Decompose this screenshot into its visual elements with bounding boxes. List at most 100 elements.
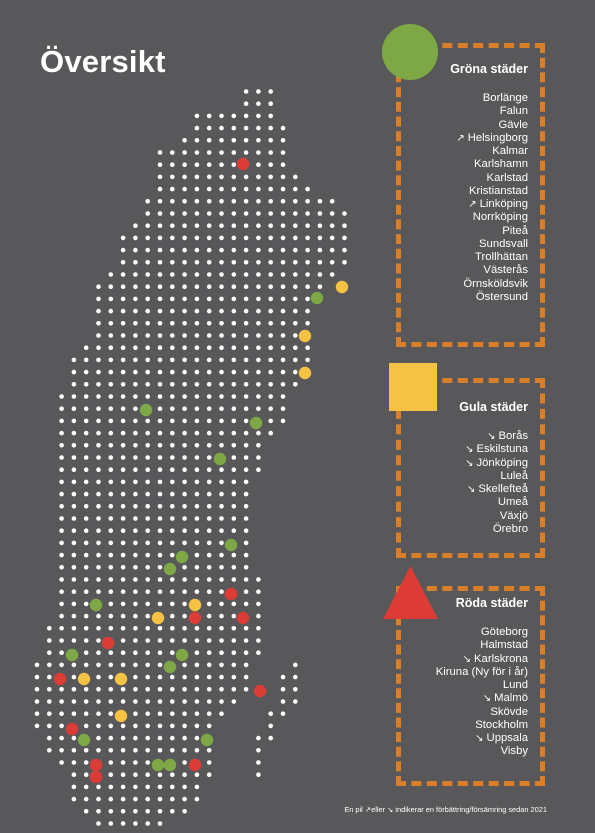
map-dot: [206, 247, 212, 253]
map-dot: [59, 626, 64, 631]
map-dot: [83, 638, 89, 643]
map-dot: [194, 138, 200, 143]
city-marker-green: [163, 758, 177, 772]
map-dot: [219, 345, 224, 351]
map-dot: [145, 504, 150, 509]
map-dot: [280, 235, 286, 241]
map-dot: [305, 296, 310, 302]
map-dot: [71, 491, 77, 497]
map-dot: [182, 687, 187, 692]
map-dot: [133, 369, 138, 375]
map-dot: [206, 382, 212, 387]
map-dot: [293, 260, 298, 265]
map-dot: [83, 504, 89, 509]
map-dot: [256, 247, 261, 253]
map-dot: [268, 321, 274, 326]
map-dot: [157, 674, 163, 680]
map-dot: [120, 528, 126, 533]
city-name: Örebro: [492, 522, 528, 535]
map-dot: [83, 455, 89, 460]
map-dot: [120, 394, 126, 399]
map-dot: [145, 333, 150, 338]
map-dot: [231, 638, 237, 643]
city-name: Linköping: [479, 198, 528, 210]
map-dot: [59, 565, 64, 570]
city-name: Kalmar: [492, 145, 528, 157]
map-dot: [145, 650, 150, 655]
map-dot: [157, 772, 163, 777]
map-dot: [268, 89, 274, 94]
map-dot: [231, 235, 237, 241]
map-dot: [305, 211, 310, 216]
map-dot: [243, 211, 249, 216]
map-dot: [219, 333, 224, 338]
map-dot: [145, 296, 150, 302]
map-dot: [145, 626, 150, 631]
map-dot: [157, 809, 163, 814]
map-dot: [157, 455, 163, 460]
map-dot: [145, 418, 150, 424]
map-dot: [206, 418, 212, 424]
map-dot: [108, 711, 114, 716]
map-dot: [145, 247, 150, 253]
map-dot: [329, 211, 335, 216]
map-dot: [219, 247, 224, 253]
map-dot: [96, 821, 101, 826]
city-item: Sundsvall: [450, 238, 528, 251]
map-dot: [83, 516, 89, 521]
map-dot: [96, 467, 101, 473]
map-dot: [120, 662, 126, 668]
map-dot: [293, 662, 298, 668]
map-dot: [170, 272, 175, 277]
map-dot: [71, 699, 77, 704]
map-dot: [145, 284, 150, 290]
map-dot: [256, 125, 261, 131]
map-dot: [329, 223, 335, 228]
city-name: Halmstad: [480, 639, 528, 652]
city-item: Piteå: [450, 225, 528, 238]
map-dot: [256, 760, 261, 765]
map-dot: [133, 540, 138, 546]
city-item: Trollhättan: [450, 251, 528, 264]
map-dot: [59, 577, 64, 582]
map-dot: [182, 308, 187, 314]
map-dot: [133, 357, 138, 363]
map-dot: [243, 504, 249, 509]
map-dot: [96, 308, 101, 314]
map-dot: [256, 162, 261, 167]
map-dot: [317, 272, 323, 277]
map-dot: [280, 357, 286, 363]
map-dot: [342, 223, 347, 228]
map-dot: [133, 662, 138, 668]
map-dot: [96, 809, 101, 814]
map-dot: [206, 687, 212, 692]
map-dot: [71, 565, 77, 570]
map-dot: [256, 430, 261, 436]
map-dot: [59, 723, 64, 729]
map-dot: [194, 284, 200, 290]
map-dot: [120, 552, 126, 558]
map-dot: [243, 406, 249, 412]
map-dot: [157, 711, 163, 716]
map-dot: [268, 260, 274, 265]
map-dot: [219, 711, 224, 716]
map-dot: [206, 186, 212, 192]
map-dot: [231, 443, 237, 448]
map-dot: [206, 260, 212, 265]
map-dot: [145, 662, 150, 668]
city-name: Skellefteå: [478, 483, 528, 495]
down-arrow-icon: ↘: [462, 653, 471, 665]
map-dot: [182, 601, 187, 607]
map-dot: [47, 699, 52, 704]
map-dot: [59, 589, 64, 594]
city-name: Västerås: [483, 264, 528, 277]
map-dot: [317, 260, 323, 265]
city-name: Stockholm: [475, 718, 528, 731]
map-dot: [280, 687, 286, 692]
map-dot: [194, 174, 200, 180]
map-dot: [256, 345, 261, 351]
map-dot: [71, 638, 77, 643]
map-dot: [206, 125, 212, 131]
map-dot: [108, 662, 114, 668]
map-dot: [145, 528, 150, 533]
